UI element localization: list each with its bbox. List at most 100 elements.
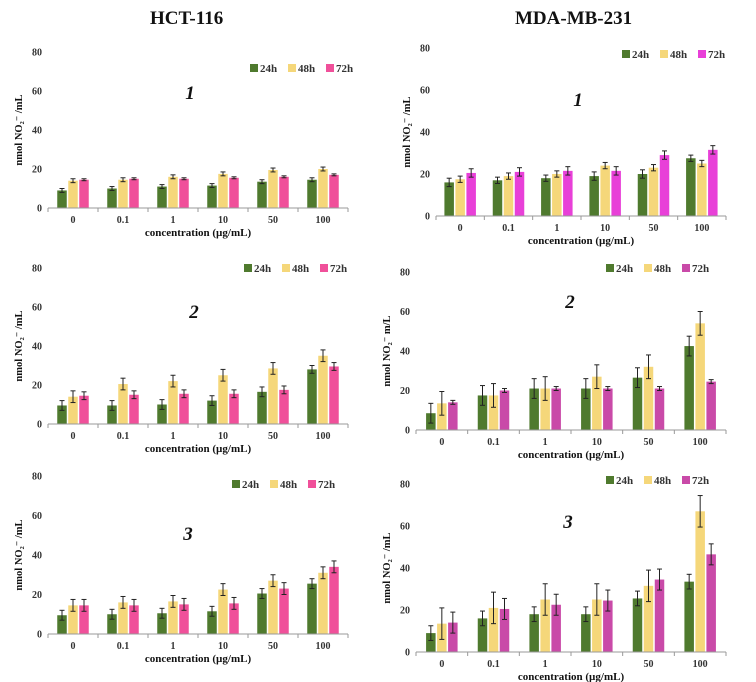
- x-tick-label: 0: [71, 641, 76, 652]
- y-tick-label: 80: [32, 264, 42, 275]
- bar-48h-0.1: [118, 384, 128, 424]
- y-axis-label: nmol NO₂⁻ /mL: [14, 310, 25, 381]
- chart-hct116-compound-2: 0 20 40 60 80 nmol NO₂⁻ /mL 0 0.1 1 10 50 100 concen…: [14, 263, 349, 455]
- x-axis-label: concentration (µg/mL): [518, 449, 625, 461]
- bar-48h-10: [600, 165, 610, 216]
- y-tick-label: 20: [400, 386, 410, 397]
- legend-swatch-48h: [644, 264, 652, 272]
- x-tick-label: 50: [644, 659, 654, 670]
- y-tick-label: 40: [32, 126, 42, 137]
- x-axis-label: concentration (µg/mL): [518, 671, 625, 682]
- bar-24h-100: [686, 158, 696, 216]
- bar-72h-1: [551, 388, 561, 430]
- bar-24h-0.1: [477, 618, 488, 652]
- chart-hct116-compound-3: 0 20 40 60 80 nmol NO₂⁻ /mL 0 0.1 1 10 50 100 concen…: [14, 472, 349, 665]
- legend-label-24h: 24h: [260, 63, 277, 75]
- bar-72h-0.1: [129, 605, 139, 634]
- bar-24h-10: [589, 176, 599, 216]
- chart-mdamb231-compound-1: 0 20 40 60 80 nmol NO₂⁻ /mL 0 0.1 1 10 50 100 concen…: [402, 44, 727, 247]
- bar-24h-0: [57, 190, 67, 208]
- bar-24h-100: [684, 346, 694, 430]
- bar-72h-0.1: [514, 171, 525, 216]
- x-tick-label: 0.1: [487, 437, 500, 448]
- bar-48h-100: [318, 169, 328, 208]
- bar-72h-0: [448, 622, 458, 652]
- bar-48h-10: [592, 599, 602, 652]
- y-axis-label: nmol NO₂⁻ m/L: [382, 315, 393, 386]
- x-tick-label: 1: [171, 215, 176, 226]
- legend-swatch-24h: [606, 264, 614, 272]
- legend-label-24h: 24h: [616, 263, 633, 275]
- bar-48h-1: [168, 601, 178, 634]
- x-tick-label: 10: [592, 659, 602, 670]
- x-tick-label: 100: [316, 641, 331, 652]
- bar-72h-1: [551, 604, 561, 652]
- legend-label-48h: 48h: [654, 475, 671, 487]
- legend-label-48h: 48h: [654, 263, 671, 275]
- bar-72h-1: [179, 393, 189, 424]
- y-tick-label: 60: [420, 86, 430, 97]
- legend-swatch-24h: [606, 476, 614, 484]
- x-tick-label: 0: [71, 215, 76, 226]
- y-tick-label: 0: [405, 648, 410, 659]
- bar-24h-50: [257, 593, 267, 634]
- legend-swatch-24h: [622, 50, 630, 58]
- bar-24h-0: [426, 633, 436, 652]
- legend-swatch-72h: [320, 264, 328, 272]
- bar-72h-1: [179, 604, 189, 634]
- x-tick-label: 0.1: [117, 215, 130, 226]
- x-axis-label: concentration (µg/mL): [145, 227, 252, 239]
- x-axis-label: concentration (µg/mL): [145, 443, 252, 455]
- bar-24h-1: [157, 613, 167, 634]
- legend-label-72h: 72h: [692, 263, 709, 275]
- y-tick-label: 60: [32, 511, 42, 522]
- bar-24h-10: [581, 614, 591, 652]
- bar-72h-100: [708, 149, 718, 216]
- bar-72h-100: [329, 566, 339, 634]
- x-tick-label: 10: [592, 437, 602, 448]
- x-tick-label: 0: [458, 223, 463, 234]
- x-axis-label: concentration (µg/mL): [145, 653, 252, 665]
- bar-48h-100: [318, 572, 328, 634]
- column-title-mdamb231: MDA-MB-231: [515, 8, 633, 29]
- y-tick-label: 20: [32, 165, 42, 176]
- bar-24h-50: [637, 174, 648, 216]
- x-tick-label: 100: [316, 431, 331, 442]
- x-tick-label: 0: [71, 431, 76, 442]
- bar-24h-1: [529, 388, 539, 430]
- x-tick-label: 10: [218, 215, 228, 226]
- bar-72h-0.1: [129, 178, 139, 208]
- bar-48h-1: [540, 388, 550, 430]
- x-tick-label: 50: [268, 215, 278, 226]
- y-tick-label: 80: [32, 48, 42, 59]
- legend-swatch-48h: [660, 50, 668, 58]
- bar-48h-50: [268, 368, 278, 424]
- bar-48h-0.1: [503, 176, 514, 216]
- y-tick-label: 20: [400, 606, 410, 617]
- legend-swatch-72h: [682, 264, 690, 272]
- x-tick-label: 1: [543, 659, 548, 670]
- x-tick-label: 50: [644, 437, 654, 448]
- bar-24h-0.1: [107, 405, 117, 424]
- legend-label-24h: 24h: [254, 263, 271, 275]
- bar-24h-10: [207, 611, 217, 634]
- bar-72h-0: [448, 402, 458, 430]
- legend-label-72h: 72h: [318, 479, 335, 491]
- bar-24h-0: [57, 405, 67, 424]
- bar-24h-50: [632, 598, 643, 652]
- x-tick-label: 100: [694, 223, 709, 234]
- legend-label-72h: 72h: [692, 475, 709, 487]
- bar-72h-10: [229, 393, 239, 424]
- bar-72h-50: [654, 579, 665, 652]
- x-tick-label: 0: [439, 659, 444, 670]
- y-tick-label: 20: [32, 381, 42, 392]
- y-axis-label: nmol NO₂⁻ /mL: [14, 94, 25, 165]
- bar-48h-100: [695, 323, 705, 430]
- y-axis-label: nmol NO₂⁻ /mL: [402, 96, 413, 167]
- legend-label-24h: 24h: [616, 475, 633, 487]
- bar-24h-10: [581, 388, 591, 430]
- legend-swatch-24h: [232, 480, 240, 488]
- y-tick-label: 60: [400, 307, 410, 318]
- bar-24h-10: [207, 400, 217, 424]
- legend-label-48h: 48h: [292, 263, 309, 275]
